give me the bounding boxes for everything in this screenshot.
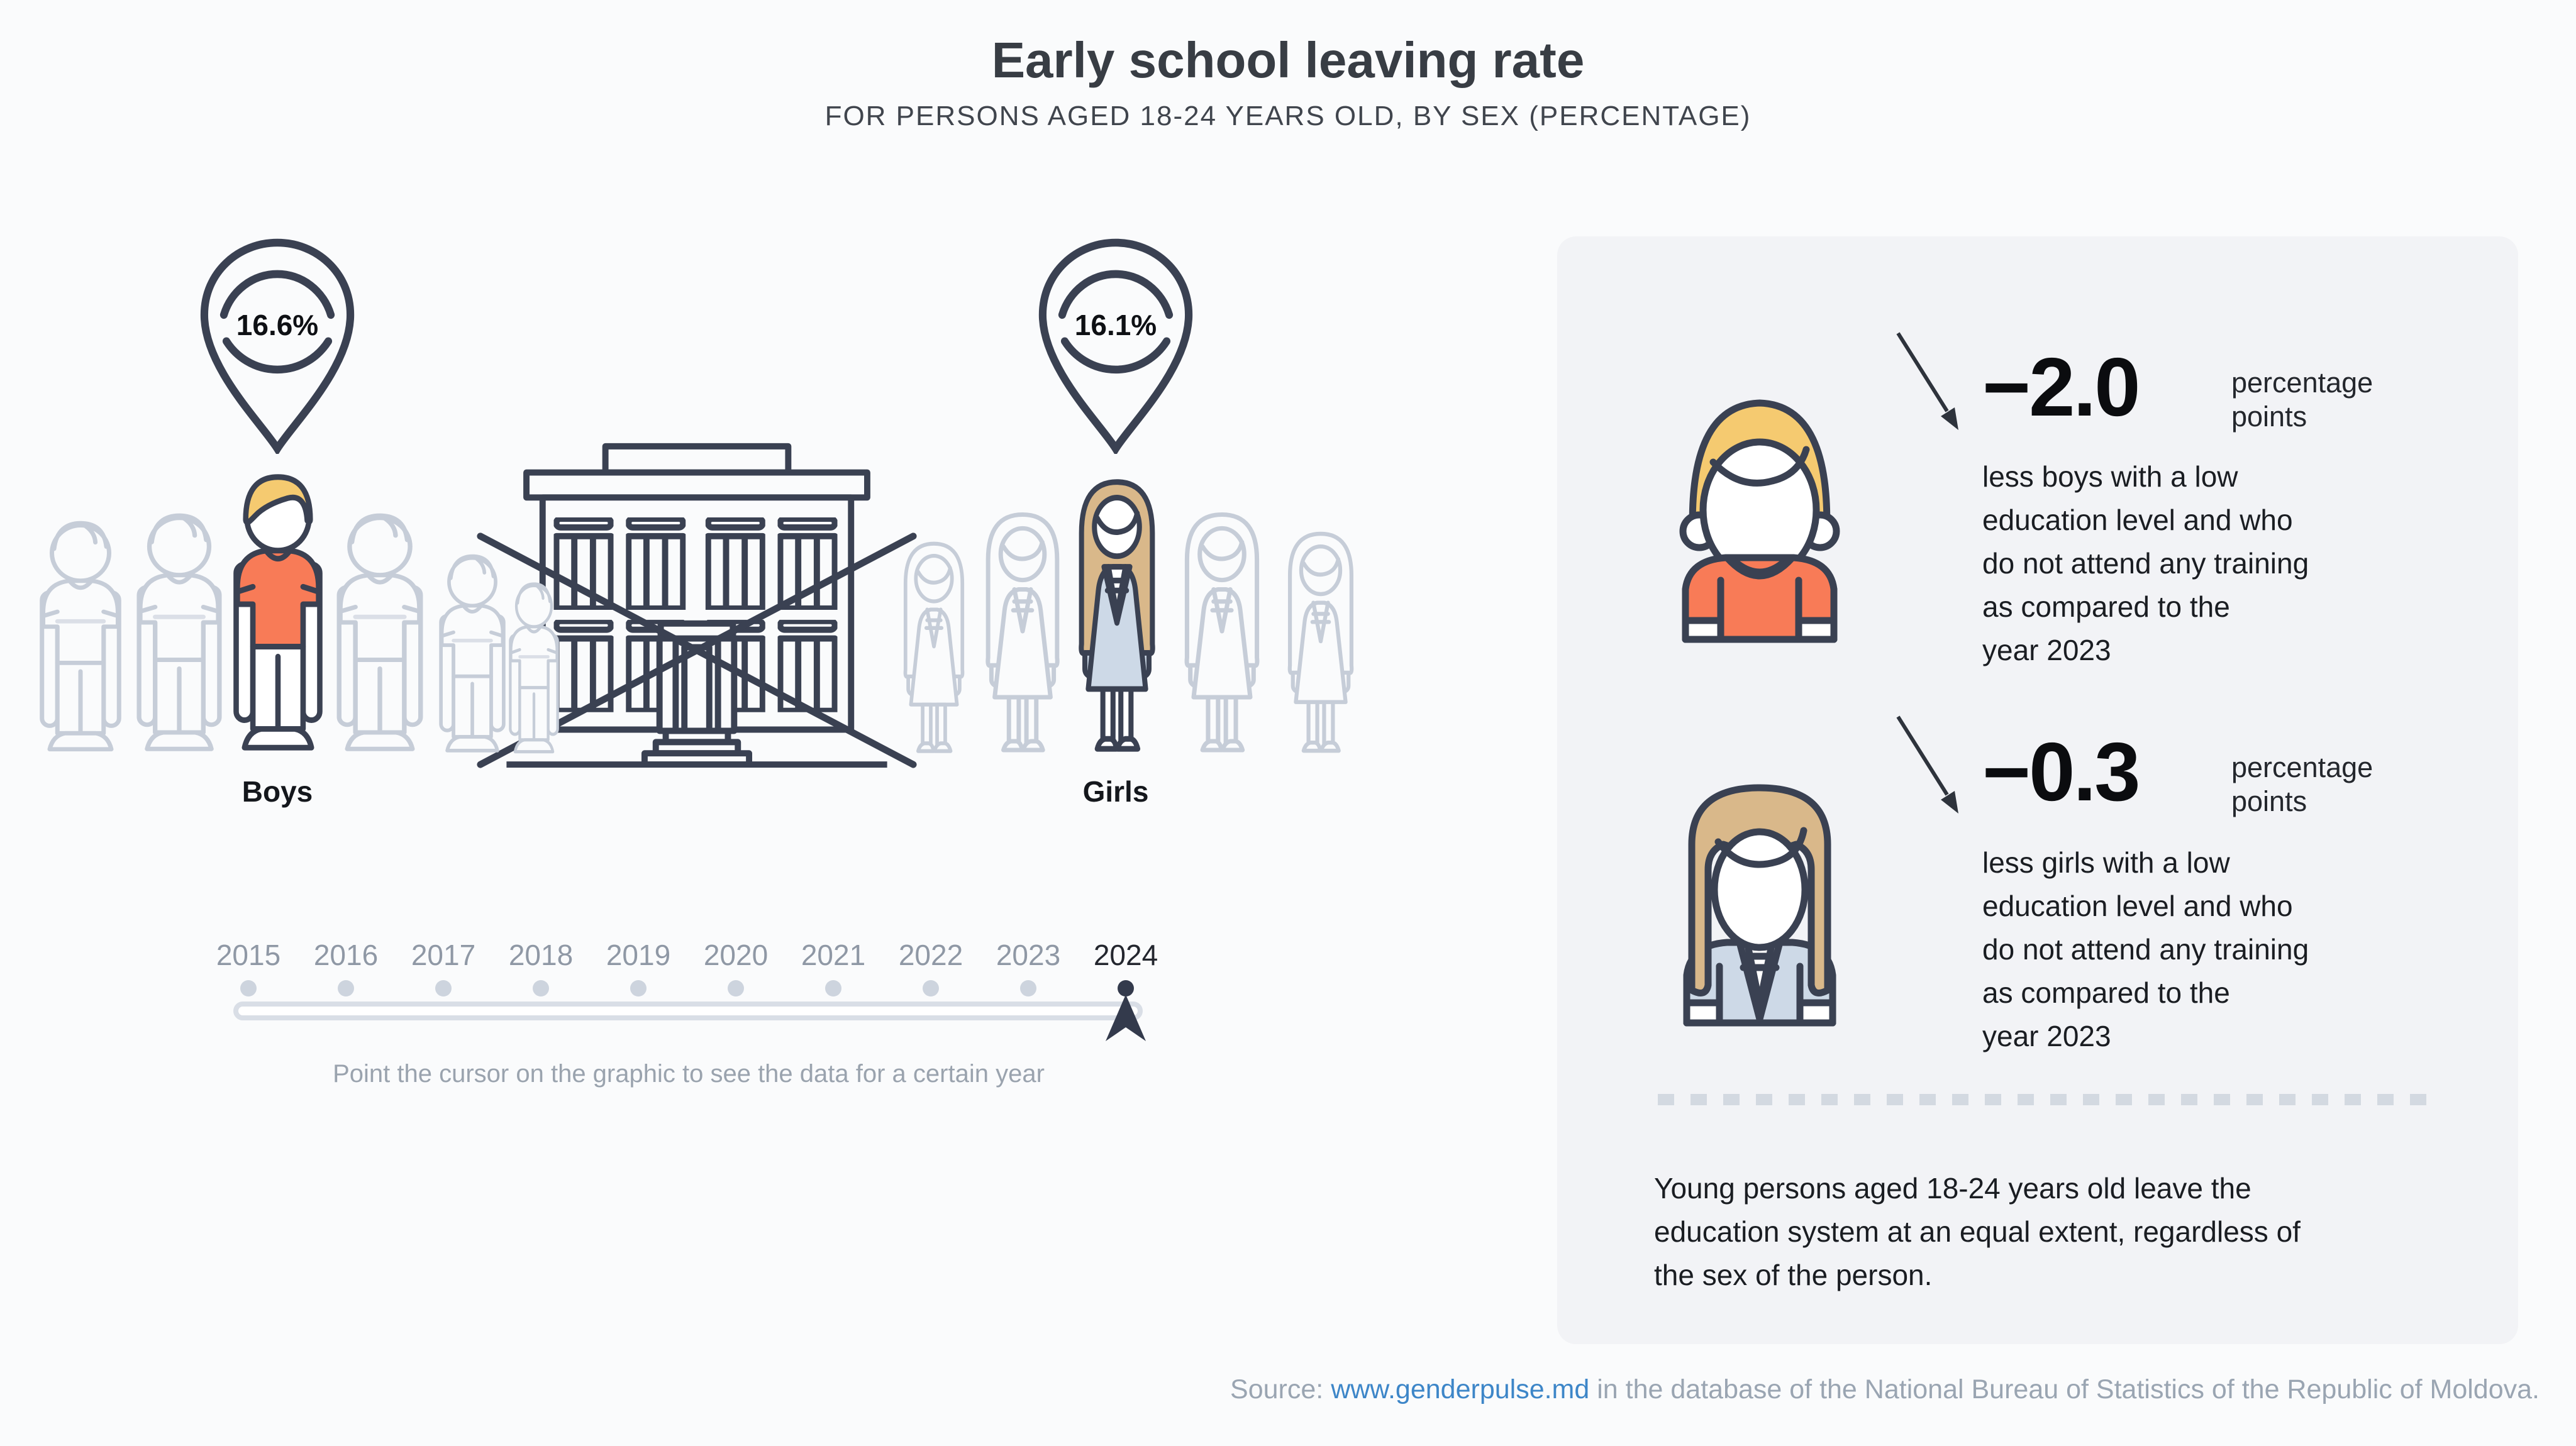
timeline-year-2018[interactable]: 2018 xyxy=(508,939,574,971)
dashed-divider xyxy=(1658,1094,2439,1105)
timeline-dot xyxy=(923,980,939,996)
source-label: Source: xyxy=(1230,1374,1331,1405)
boys-delta-description: less boys with a low education level and… xyxy=(1982,460,2309,666)
timeline-dot xyxy=(338,980,354,996)
timeline-dot xyxy=(728,980,744,996)
girls-rate-value: 16.1% xyxy=(1074,309,1157,341)
boy-avatar-icon xyxy=(1679,399,1840,643)
timeline-dot xyxy=(825,980,841,996)
cursor-arrow-icon[interactable] xyxy=(1102,992,1150,1045)
girls-delta-value: −0.3 xyxy=(1982,726,2141,818)
page-subtitle: FOR PERSONS AGED 18-24 YEARS OLD, BY SEX… xyxy=(824,101,1752,131)
girls-delta-unit: percentage points xyxy=(2231,751,2373,817)
girls-delta-description: less girls with a low education level an… xyxy=(1982,846,2309,1052)
source-line: Source: www.genderpulse.md in the databa… xyxy=(1230,1374,2540,1405)
timeline-year-2021[interactable]: 2021 xyxy=(801,939,866,971)
source-rest: in the database of the National Bureau o… xyxy=(1589,1374,2540,1405)
timeline: 2015 2016 2017 2018 2019 2020 2021 2022 … xyxy=(216,939,1158,1088)
school-building-icon xyxy=(477,443,917,768)
source-link[interactable]: www.genderpulse.md xyxy=(1331,1374,1590,1405)
timeline-year-2022[interactable]: 2022 xyxy=(898,939,963,971)
girls-label: Girls xyxy=(1082,775,1149,808)
timeline-year-2024-selected[interactable]: 2024 xyxy=(1093,939,1158,971)
down-right-arrow-icon xyxy=(1892,712,1974,828)
timeline-dot xyxy=(240,980,257,996)
timeline-year-2023[interactable]: 2023 xyxy=(996,939,1061,971)
down-right-arrow-icon xyxy=(1892,328,1974,444)
visualization-canvas[interactable]: 16.6% 16.1% xyxy=(0,214,1446,808)
boys-label: Boys xyxy=(242,775,313,808)
boys-rate-pin: 16.6% xyxy=(192,234,362,454)
timeline-dot-selected xyxy=(1118,980,1134,996)
boys-delta-unit: percentage points xyxy=(2231,367,2373,433)
boys-rate-value: 16.6% xyxy=(236,309,319,341)
timeline-year-2020[interactable]: 2020 xyxy=(703,939,769,971)
girls-rate-pin: 16.1% xyxy=(1031,234,1201,454)
stats-panel: −2.0 percentage points less boys with a … xyxy=(1557,236,2518,1344)
timeline-year-2016[interactable]: 2016 xyxy=(313,939,379,971)
page-title: Early school leaving rate xyxy=(991,32,1585,88)
timeline-year-2015[interactable]: 2015 xyxy=(216,939,281,971)
timeline-dot xyxy=(533,980,549,996)
timeline-dot xyxy=(630,980,647,996)
boys-delta-value: −2.0 xyxy=(1982,341,2141,433)
timeline-dot xyxy=(435,980,452,996)
timeline-year-2019[interactable]: 2019 xyxy=(606,939,671,971)
timeline-dot xyxy=(1020,980,1036,996)
timeline-slider-track[interactable] xyxy=(233,1002,1143,1020)
timeline-year-2017[interactable]: 2017 xyxy=(411,939,476,971)
panel-summary: Young persons aged 18-24 years old leave… xyxy=(1654,1172,2301,1291)
girl-avatar-icon xyxy=(1683,784,1836,1027)
timeline-hint: Point the cursor on the graphic to see t… xyxy=(333,1060,1045,1088)
